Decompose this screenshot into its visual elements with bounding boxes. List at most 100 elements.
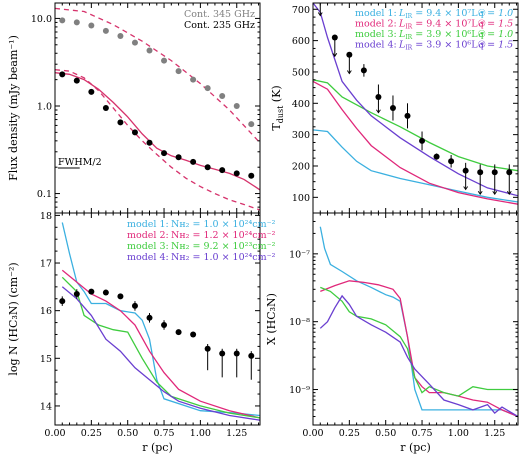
data-point <box>248 121 255 128</box>
data-point <box>146 314 153 321</box>
lum-sub: IR <box>405 13 412 20</box>
series-line-model-1 <box>61 222 260 417</box>
upper-limit-arrow <box>317 12 323 17</box>
data-point <box>131 302 138 309</box>
data-point <box>59 17 66 24</box>
data-point <box>204 164 211 171</box>
upper-limit-arrow <box>332 53 338 58</box>
data-point <box>190 331 197 338</box>
y-tick-label: 10⁻⁹ <box>289 385 310 396</box>
y-tick-label: 18 <box>40 211 52 222</box>
y-tick-label: 17 <box>40 259 52 270</box>
y-tick-label: 10⁻⁷ <box>289 249 310 260</box>
data-point <box>248 352 255 359</box>
x-tick-label: 1.00 <box>448 428 469 439</box>
legend-q: q = 1.0 <box>478 29 513 40</box>
series-line-model-4 <box>319 294 518 418</box>
legend-model: model 2: <box>355 19 397 30</box>
data-point <box>331 34 338 41</box>
upper-limit-arrow <box>506 190 512 196</box>
lum-sub: IR <box>405 34 412 41</box>
data-point <box>419 137 426 144</box>
lum-sub: IR <box>405 24 412 31</box>
y-tick-label: 200 <box>292 161 310 172</box>
y-axis-label-main: T <box>270 123 283 131</box>
y-tick-label: 10⁻⁸ <box>289 317 310 328</box>
x-tick-label: 0.00 <box>302 428 323 439</box>
data-point <box>190 158 197 165</box>
data-point <box>146 139 153 146</box>
data-point <box>102 289 109 296</box>
y-tick-label: 0.1 <box>37 189 52 200</box>
data-point <box>477 169 484 176</box>
x-tick-label: 1.25 <box>226 428 247 439</box>
series-line-model-3 <box>61 276 260 419</box>
y-tick-label: 500 <box>292 67 310 78</box>
upper-limit-arrow <box>463 186 469 191</box>
x-tick-label: 0.25 <box>81 428 102 439</box>
y-tick-label: 100 <box>292 193 310 204</box>
legend-luminosity: LIR = 9.4 × 10⁷L☉ <box>398 19 487 31</box>
panel-d: 0.00 0.25 0.50 0.75 1.00 1.25 r (pc) 10⁻⁹ 10⁻⁸ 10… <box>265 212 519 454</box>
y-tick-label: 300 <box>292 130 310 141</box>
data-point <box>360 67 367 74</box>
data-point <box>233 102 240 109</box>
series-line-model-4 <box>61 286 260 421</box>
data-point <box>346 51 353 58</box>
plot-area <box>55 7 260 211</box>
data-point <box>146 47 153 54</box>
y-tick-label: 1.0 <box>37 101 52 112</box>
series-line-model-3 <box>55 69 260 211</box>
y-axis-label: X (HC₃N) <box>265 293 278 345</box>
lum-symbol: L <box>398 8 405 19</box>
y-tick-label: 14 <box>40 401 52 412</box>
legend-model: model 4: <box>127 252 169 263</box>
x-tick-label: 1.25 <box>484 428 505 439</box>
legend-q: q = 1.5 <box>478 19 513 30</box>
data-point <box>131 129 138 136</box>
data-point <box>404 112 411 119</box>
x-tick-label: 0.50 <box>117 428 138 439</box>
data-point <box>73 290 80 297</box>
lum-symbol: L <box>398 19 405 30</box>
data-point <box>117 293 124 300</box>
data-point <box>248 172 255 179</box>
x-tick-label: 0.75 <box>153 428 174 439</box>
axes-frame <box>54 2 261 214</box>
data-point <box>88 288 95 295</box>
x-tick-label: 1.00 <box>190 428 211 439</box>
upper-limit-arrow <box>477 190 483 196</box>
data-point <box>491 169 498 176</box>
y-axis-label: log N (HC₃N) (cm⁻²) <box>7 262 20 375</box>
data-point <box>175 154 182 161</box>
data-point <box>161 57 168 64</box>
data-point <box>448 158 455 165</box>
data-point <box>117 32 124 39</box>
axes-frame <box>312 212 519 426</box>
fwhm-label: FWHM/2 <box>58 157 102 168</box>
data-point <box>175 329 182 336</box>
upper-limit-arrow <box>346 70 352 75</box>
plot-area <box>313 3 518 205</box>
axes-frame <box>54 212 261 426</box>
data-point <box>59 71 66 78</box>
lum-value: = 3.9 × 10⁶L☉ <box>412 40 486 51</box>
y-axis-label: Flux density (mJy beam⁻¹) <box>7 35 20 181</box>
legend-nh2: Nʜ₂ = 1.2 × 10²⁴cm⁻² <box>171 230 276 241</box>
data-point <box>233 170 240 177</box>
data-point <box>117 119 124 126</box>
legend-luminosity: LIR = 3.9 × 10⁶L☉ <box>398 29 487 41</box>
lum-value: = 9.4 × 10⁷L☉ <box>412 8 486 19</box>
data-point <box>233 350 240 357</box>
data-point <box>433 153 440 160</box>
data-point <box>102 27 109 34</box>
legend-model: model 1: <box>355 8 397 19</box>
x-tick-label: 0.25 <box>339 428 360 439</box>
series-line-model-4 <box>55 72 260 191</box>
legend-model: model 3: <box>355 29 397 40</box>
y-tick-label: 10.0 <box>31 14 52 25</box>
